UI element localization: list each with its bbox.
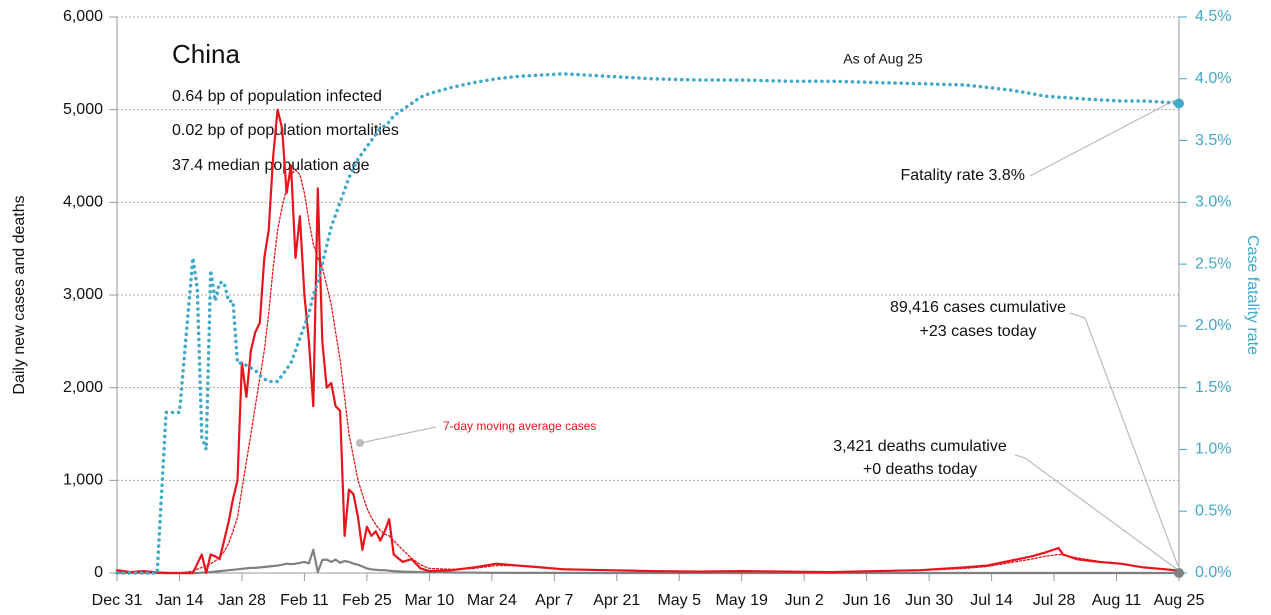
annotation: 3,421 deaths cumulative <box>833 438 1007 455</box>
x-tick-label: Jun 30 <box>905 592 953 609</box>
y2-tick-label: 4.5% <box>1195 8 1231 25</box>
x-tick-label: May 5 <box>657 592 701 609</box>
leader-line <box>1069 312 1179 567</box>
x-tick-label: Jan 14 <box>155 592 203 609</box>
note: 37.4 median population age <box>172 157 370 174</box>
note: 0.64 bp of population infected <box>172 88 382 105</box>
y-axis-title: Daily new cases and deaths <box>11 195 28 394</box>
series-line <box>115 108 1181 575</box>
x-tick-label: Jun 16 <box>843 592 891 609</box>
x-tick-label: Feb 25 <box>342 592 392 609</box>
series-line <box>115 72 1181 575</box>
x-tick-label: Mar 10 <box>404 592 454 609</box>
y2-axis-title: Case fatality rate <box>1244 235 1261 355</box>
x-tick-label: Apr 21 <box>593 592 640 609</box>
annotation: +0 deaths today <box>863 461 977 478</box>
y2-tick-label: 2.5% <box>1195 255 1231 272</box>
leader-dot <box>356 439 364 447</box>
x-tick-label: Jul 14 <box>970 592 1013 609</box>
y-tick-label: 0 <box>94 564 103 581</box>
y2-tick-label: 3.0% <box>1195 194 1231 211</box>
y2-tick-label: 4.0% <box>1195 70 1231 87</box>
x-tick-label: Jun 2 <box>785 592 824 609</box>
x-tick-label: Dec 31 <box>92 592 143 609</box>
y-tick-label: 6,000 <box>63 8 103 25</box>
chart-title: China <box>172 39 240 69</box>
y2-tick-label: 2.0% <box>1195 317 1231 334</box>
y-tick-label: 3,000 <box>63 286 103 303</box>
series-line <box>115 548 1181 575</box>
y-tick-label: 1,000 <box>63 472 103 489</box>
x-tick-label: Feb 11 <box>280 592 329 609</box>
x-tick-label: Jan 28 <box>218 592 266 609</box>
y2-tick-label: 1.0% <box>1195 441 1231 458</box>
leader-line <box>1029 99 1176 177</box>
end-dot <box>1174 568 1184 578</box>
note: 0.02 bp of population mortalities <box>172 122 399 139</box>
annotation: As of Aug 25 <box>843 51 923 67</box>
y-tick-label: 5,000 <box>63 101 103 118</box>
x-tick-label: Apr 7 <box>535 592 573 609</box>
y2-tick-label: 3.5% <box>1195 132 1231 149</box>
y2-tick-label: 1.5% <box>1195 379 1231 396</box>
y-tick-label: 2,000 <box>63 379 103 396</box>
series-line <box>116 169 1180 574</box>
annotation: +23 cases today <box>920 323 1037 340</box>
annotation: 7-day moving average cases <box>443 419 596 433</box>
y2-tick-label: 0.0% <box>1195 564 1231 581</box>
x-tick-label: Mar 24 <box>467 592 517 609</box>
leader-line <box>1014 454 1179 571</box>
end-dot <box>1174 98 1184 109</box>
x-tick-label: May 19 <box>715 592 768 609</box>
annotation: Fatality rate 3.8% <box>901 167 1026 184</box>
annotation: 89,416 cases cumulative <box>890 299 1066 316</box>
leader-line <box>359 426 437 444</box>
y2-tick-label: 0.5% <box>1195 502 1231 519</box>
x-tick-label: Aug 25 <box>1154 592 1205 609</box>
x-tick-label: Jul 28 <box>1033 592 1076 609</box>
x-tick-label: Aug 11 <box>1092 592 1142 609</box>
y-tick-label: 4,000 <box>63 194 103 211</box>
